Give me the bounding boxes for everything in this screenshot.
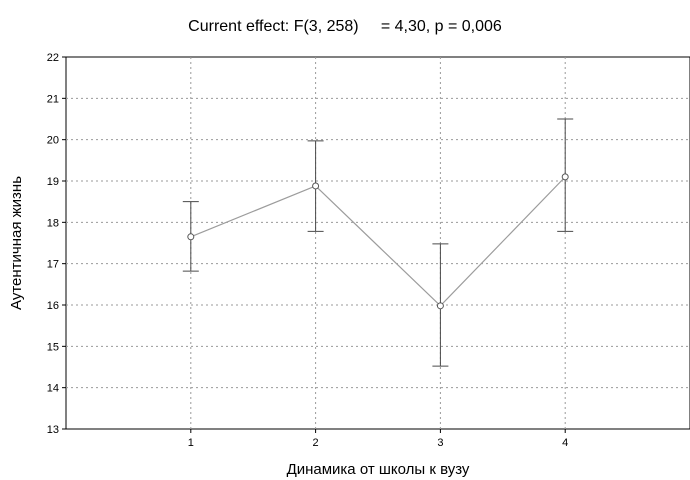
y-tick-label-22: 22 xyxy=(47,52,59,64)
data-point-1 xyxy=(187,233,195,241)
data-point-2 xyxy=(312,182,320,190)
y-tick-label-17: 17 xyxy=(47,259,59,271)
x-tick-label-4: 4 xyxy=(562,437,568,449)
y-tick-label-18: 18 xyxy=(47,217,59,229)
y-tick-label-21: 21 xyxy=(47,93,59,105)
y-tick-label-15: 15 xyxy=(47,341,59,353)
y-tick-label-13: 13 xyxy=(47,424,59,436)
y-axis-title: Аутентичная жизнь xyxy=(8,176,25,310)
y-tick-label-20: 20 xyxy=(47,135,59,147)
y-tick-label-19: 19 xyxy=(47,176,59,188)
data-point-3 xyxy=(436,302,444,310)
y-tick-label-16: 16 xyxy=(47,300,59,312)
series-line xyxy=(190,176,566,307)
series xyxy=(182,118,574,367)
chart-title: Current effect: F(3, 258) = 4,30, p = 0,… xyxy=(188,18,502,35)
data-point-4 xyxy=(561,173,569,181)
x-tick-label-1: 1 xyxy=(188,437,194,449)
x-tick-label-3: 3 xyxy=(437,437,443,449)
plot-area xyxy=(65,56,690,430)
gridlines xyxy=(66,57,690,429)
x-axis-title: Динамика от школы к вузу xyxy=(287,461,470,478)
axes: 13 14 15 16 17 18 19 20 21 22 1 2 3 4 xyxy=(47,52,569,449)
y-tick-label-14: 14 xyxy=(47,383,59,395)
x-tick-label-2: 2 xyxy=(313,437,319,449)
